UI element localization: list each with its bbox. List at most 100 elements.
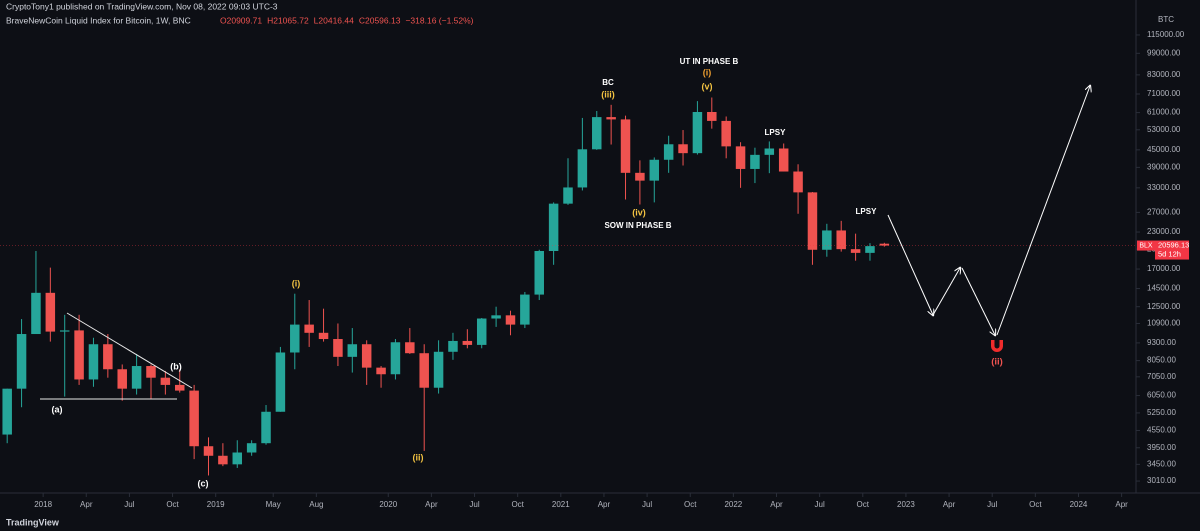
candle-body (261, 411, 271, 444)
trend-line (66, 312, 193, 389)
symbol-title: BraveNewCoin Liquid Index for Bitcoin, 1… (6, 15, 191, 25)
y-tick-label: 115000.00 (1147, 30, 1185, 39)
candle-body (376, 367, 386, 375)
candle-body (707, 111, 717, 121)
ohlc-value: O20909.71 (220, 15, 262, 25)
candle-body (117, 369, 127, 389)
projection-arrow (996, 86, 1090, 336)
x-tick-label: Apr (80, 500, 93, 509)
y-tick-label: 45000.00 (1147, 145, 1181, 154)
candle-body (620, 119, 631, 173)
candle-body (520, 294, 530, 325)
candle-body (663, 144, 674, 160)
x-tick-label: Jul (124, 500, 134, 509)
y-tick-label: 3950.00 (1147, 443, 1176, 452)
brand-logo: TradingView (6, 517, 60, 527)
candle-body (491, 315, 501, 319)
candle-body (347, 344, 358, 357)
symbol-tag (1137, 240, 1155, 251)
ohlc-value: L20416.44 (314, 15, 354, 25)
x-tick-label: Apr (598, 500, 611, 509)
y-tick-label: 71000.00 (1147, 89, 1181, 98)
magnet-icon (991, 340, 1003, 352)
projection-arrow (961, 267, 995, 335)
candle-body (160, 377, 171, 385)
candle-body (462, 340, 473, 345)
candle-body (678, 144, 688, 154)
x-tick-label: 2023 (897, 500, 915, 509)
candle-body (218, 455, 228, 465)
y-tick-label: 23000.00 (1147, 227, 1181, 236)
candle-body (31, 292, 41, 335)
x-tick-label: 2018 (34, 500, 52, 509)
candle-body (88, 344, 99, 380)
candle-body (635, 172, 645, 181)
x-tick-label: Apr (425, 500, 438, 509)
annotation: (b) (170, 361, 182, 371)
annotation: (v) (702, 81, 713, 91)
annotation: (iii) (601, 89, 615, 99)
ohlc-value: −318.16 (−1.52%) (405, 15, 473, 25)
y-tick-label: 8050.00 (1147, 356, 1176, 365)
candle-body (290, 324, 300, 353)
candle-body (448, 340, 458, 352)
candle-body (146, 366, 156, 378)
plot-area (0, 97, 1136, 476)
annotation: BC (602, 78, 614, 87)
candle-body (74, 330, 84, 380)
candle-body (2, 388, 12, 435)
candle-body (822, 230, 832, 250)
annotation: (a) (52, 404, 63, 414)
candle-body (16, 334, 27, 389)
publisher-line: CryptoTony1 published on TradingView.com… (6, 1, 278, 11)
currency-label: BTC (1158, 15, 1174, 24)
candle-body (750, 154, 760, 169)
x-tick-label: 2024 (1070, 500, 1088, 509)
candle-body (476, 318, 487, 345)
candle-body (807, 192, 818, 250)
y-tick-label: 27000.00 (1147, 208, 1181, 217)
candle-body (836, 230, 846, 250)
candle-body (275, 352, 286, 412)
y-tick-label: 5250.00 (1147, 408, 1176, 417)
x-tick-label: Apr (1115, 500, 1128, 509)
candle-body (577, 149, 588, 188)
y-tick-label: 61000.00 (1147, 108, 1181, 117)
candle-body (390, 342, 401, 375)
candle-body (606, 117, 616, 120)
price-tag (1155, 240, 1189, 260)
candle-body (534, 251, 544, 295)
annotation: UT IN PHASE B (680, 57, 739, 66)
x-tick-label: Jul (642, 500, 652, 509)
symbol-label: BLX (1139, 242, 1153, 249)
x-tick-label: 2022 (724, 500, 742, 509)
x-tick-label: 2021 (552, 500, 570, 509)
ohlc-legend: O20909.71 H21065.72 L20416.44 C20596.13 −318… (220, 15, 474, 25)
candle-body (59, 330, 70, 332)
candle-body (433, 351, 444, 388)
candle-body (333, 339, 343, 357)
x-tick-label: Oct (1029, 500, 1042, 509)
annotation: SOW IN PHASE B (604, 221, 671, 230)
candle-body (103, 344, 113, 370)
y-tick-label: 39000.00 (1147, 162, 1181, 171)
candle-body (246, 443, 257, 453)
x-tick-label: Oct (511, 500, 524, 509)
footer (0, 514, 1200, 531)
x-tick-label: Oct (684, 500, 697, 509)
x-tick-label: Jul (987, 500, 997, 509)
annotation: (i) (703, 67, 712, 77)
candle-body (131, 366, 142, 389)
candle-body (721, 120, 731, 147)
x-tick-label: Aug (309, 500, 323, 509)
candle-body (203, 446, 214, 456)
y-tick-label: 3010.00 (1147, 476, 1176, 485)
candle-body (548, 203, 559, 252)
candle-body (318, 332, 329, 340)
candle-body (764, 148, 775, 155)
projection-arrow (932, 268, 960, 316)
x-tick-label: 2020 (379, 500, 397, 509)
y-tick-label: 99000.00 (1147, 48, 1181, 57)
